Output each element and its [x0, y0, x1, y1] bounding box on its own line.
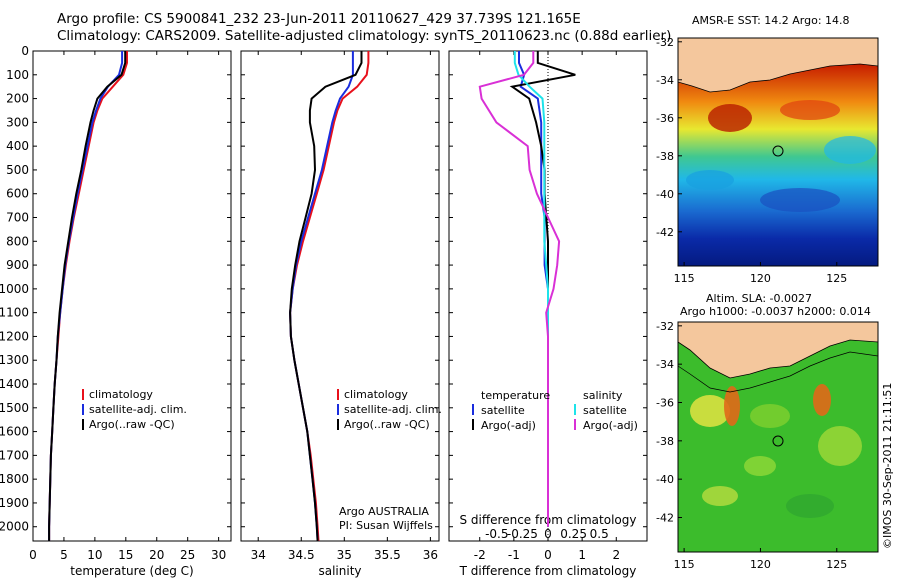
map-ytick-label: -36: [656, 397, 674, 410]
sst-map-title: AMSR-E SST: 14.2 Argo: 14.8: [692, 14, 850, 27]
ytick-label: 1900: [0, 496, 29, 510]
map-ytick-label: -36: [656, 112, 674, 125]
sla-map-title-2: Argo h1000: -0.0037 h2000: 0.014: [680, 305, 871, 318]
map-ytick-label: -42: [656, 512, 674, 525]
xtick-label: -2: [474, 548, 486, 562]
map-ytick-label: -32: [656, 36, 674, 49]
xtick-label: 34: [251, 548, 266, 562]
xtick-label: 25: [180, 548, 195, 562]
legend-label: Argo(..raw -QC): [89, 418, 175, 431]
sla-map: 115 120 125 -32 -34 -36 -38 -40 -42: [656, 320, 879, 571]
map-ytick-label: -42: [656, 226, 674, 239]
ytick-label: 1100: [0, 306, 29, 320]
stick-label: 0.5: [590, 527, 609, 541]
sst-map: 115 120 125 -32 -34 -36 -38 -40 -42: [656, 36, 879, 285]
xtick-label: 5: [60, 548, 68, 562]
map-ytick-label: -40: [656, 473, 674, 486]
series-group-difference: [478, 51, 576, 527]
xaxis-label-difference: T difference from climatology: [459, 564, 637, 578]
legend-label: Argo(-adj): [481, 419, 536, 432]
legend-label: Argo(-adj): [583, 419, 638, 432]
legend-label: satellite: [583, 404, 627, 417]
legend-label: satellite-adj. clim.: [344, 403, 442, 416]
ytick-label: 300: [6, 115, 29, 129]
legend-label: climatology: [89, 388, 153, 401]
map-ytick-label: -32: [656, 320, 674, 333]
panel-frame-temperature: [32, 50, 232, 542]
argo-country-note: Argo AUSTRALIA: [339, 505, 429, 518]
stick-label: 0: [544, 527, 552, 541]
series-group-salinity: [289, 51, 370, 541]
xtick-label: 30: [211, 548, 226, 562]
ytick-label: 100: [6, 68, 29, 82]
stick-label: -0.25: [507, 527, 538, 541]
xaxis-label-temperature: temperature (deg C): [70, 564, 193, 578]
ytick-label: 700: [6, 211, 29, 225]
xtick-label: 0: [29, 548, 37, 562]
ytick-label: 500: [6, 163, 29, 177]
map-xtick-label: 115: [674, 272, 695, 285]
xtick-label: 35: [337, 548, 352, 562]
ytick-label: 200: [6, 92, 29, 106]
ytick-label: 900: [6, 258, 29, 272]
xtick-label: 15: [118, 548, 133, 562]
map-ytick-label: -38: [656, 150, 674, 163]
series-line: [289, 51, 363, 541]
xtick-label: 1: [578, 548, 586, 562]
map-ytick-label: -34: [656, 358, 674, 371]
ytick-label: 1500: [0, 401, 29, 415]
series-line: [478, 51, 561, 527]
xtick-label: 34.5: [288, 548, 315, 562]
series-group-temperature: [48, 51, 128, 541]
xtick-label: 2: [612, 548, 620, 562]
series-line: [513, 51, 549, 527]
ytick-label: 1000: [0, 282, 29, 296]
xtick-label: 36: [423, 548, 438, 562]
xtick-label: 10: [87, 548, 102, 562]
ytick-label: 1700: [0, 448, 29, 462]
plot-title: Argo profile: CS 5900841_232 23-Jun-2011…: [57, 11, 581, 27]
ytick-label: 400: [6, 139, 29, 153]
xtick-label: 0: [544, 548, 552, 562]
ytick-label: 1800: [0, 472, 29, 486]
series-line: [289, 51, 354, 541]
ytick-label: 1300: [0, 353, 29, 367]
map-ytick-label: -38: [656, 435, 674, 448]
stick-label: 0.25: [560, 527, 587, 541]
map-xtick-label: 120: [750, 272, 771, 285]
plot-subtitle: Climatology: CARS2009. Satellite-adjuste…: [57, 28, 672, 44]
sla-map-title-1: Altim. SLA: -0.0027: [706, 292, 813, 305]
legend-label: satellite: [481, 404, 525, 417]
legend-label: climatology: [344, 388, 408, 401]
series-line: [48, 51, 127, 541]
legend-title-salinity: salinity: [583, 389, 623, 402]
ytick-label: 1200: [0, 329, 29, 343]
ytick-label: 600: [6, 187, 29, 201]
ytick-label: 0: [21, 44, 29, 58]
xtick-label: -1: [508, 548, 520, 562]
map-xtick-label: 125: [826, 272, 847, 285]
copyright-signature: ©IMOS 30-Sep-2011 21:11:51: [881, 382, 894, 549]
ytick-label: 1400: [0, 377, 29, 391]
map-ytick-label: -34: [656, 74, 674, 87]
legend-label: satellite-adj. clim.: [89, 403, 187, 416]
xtick-label: 35.5: [374, 548, 401, 562]
legend-title-temperature: temperature: [481, 389, 550, 402]
xaxis-label-salinity: salinity: [318, 564, 361, 578]
ytick-label: 800: [6, 234, 29, 248]
map-ytick-label: -40: [656, 188, 674, 201]
map-xtick-label: 120: [750, 558, 771, 571]
map-xtick-label: 115: [674, 558, 695, 571]
pi-note: PI: Susan Wijffels: [339, 519, 433, 532]
series-line: [48, 51, 124, 541]
ytick-label: 2000: [0, 520, 29, 534]
map-xtick-label: 125: [826, 558, 847, 571]
xtick-label: 20: [149, 548, 164, 562]
legend-label: Argo(..raw -QC): [344, 418, 430, 431]
panel-frame-salinity: [240, 50, 440, 542]
series-line: [289, 51, 370, 541]
stick-label: -0.5: [485, 527, 508, 541]
ytick-label: 1600: [0, 425, 29, 439]
